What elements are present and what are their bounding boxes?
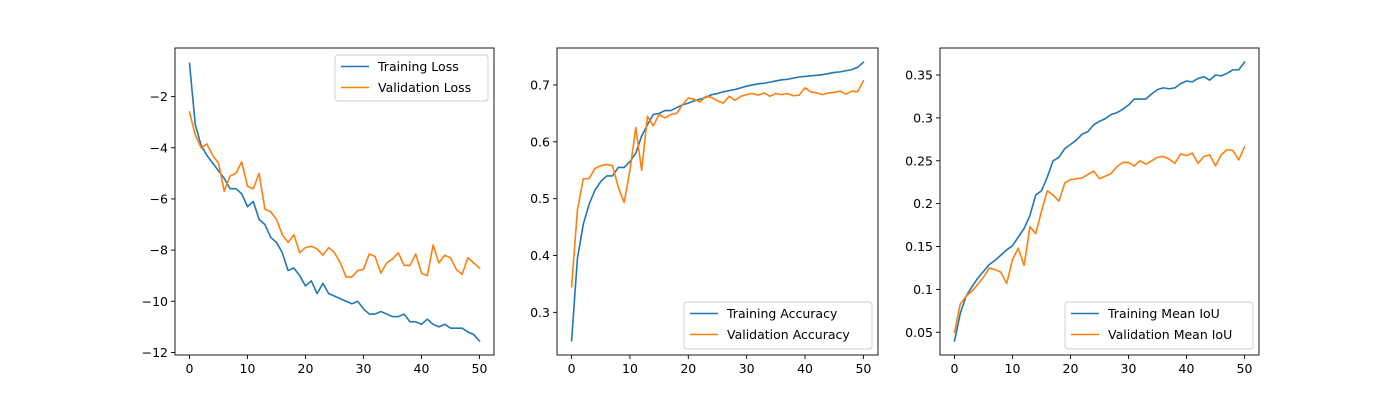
x-tick-label: 20 (1063, 361, 1079, 376)
series-line-1 (953, 61, 1246, 342)
x-tick-label: 50 (472, 361, 488, 376)
y-tick-label: 0.7 (530, 77, 550, 92)
x-tick-label: 30 (739, 361, 755, 376)
x-tick-label: 0 (951, 361, 959, 376)
y-tick-label: 0.35 (905, 68, 933, 83)
series-line-2 (188, 110, 481, 278)
x-tick-label: 10 (622, 361, 638, 376)
x-tick-label: 40 (1179, 361, 1195, 376)
legend: Training Mean IoU Validation Mean IoU (1064, 301, 1254, 350)
y-tick-label: 0.6 (530, 134, 550, 149)
x-tick-label: 30 (356, 361, 372, 376)
legend-label-1: Training Mean IoU (1107, 306, 1220, 321)
legend: Training Loss Validation Loss (334, 54, 489, 102)
y-tick-label: −12 (142, 345, 168, 360)
y-tick-label: −8 (150, 243, 168, 258)
y-tick-label: 0.5 (530, 191, 550, 206)
y-tick-label: 0.25 (905, 153, 933, 168)
legend-box (683, 301, 873, 350)
x-tick-label: 50 (855, 361, 871, 376)
y-tick-label: 0.3 (530, 305, 550, 320)
series-line-2 (953, 145, 1246, 334)
y-tick-label: −6 (150, 191, 168, 206)
y-tick-label: −2 (150, 89, 168, 104)
y-tick-label: 0.05 (905, 325, 933, 340)
x-tick-label: 40 (797, 361, 813, 376)
axes-frame (174, 47, 495, 356)
legend-label-1: Training Accuracy (726, 306, 838, 321)
chart-panel-3: 0 10 20 30 40 50 0.05 0.1 0.15 0.2 0.25 0.3 0.35 Trai… (905, 47, 1260, 376)
x-tick-label: 10 (1005, 361, 1021, 376)
legend-label-2: Validation Loss (378, 80, 471, 95)
x-tick-label: 0 (568, 361, 576, 376)
legend-box (334, 54, 489, 102)
legend: Training Accuracy Validation Accuracy (683, 301, 873, 350)
series-line-1 (188, 62, 481, 343)
x-tick-label: 20 (680, 361, 696, 376)
y-tick-label: 0.4 (530, 248, 550, 263)
axes-frame (939, 47, 1260, 356)
x-tick-label: 30 (1121, 361, 1137, 376)
legend-box (1064, 301, 1254, 350)
legend-label-1: Training Loss (377, 59, 459, 74)
legend-label-2: Validation Accuracy (727, 327, 850, 342)
x-tick-label: 20 (298, 361, 314, 376)
x-tick-label: 10 (240, 361, 256, 376)
y-tick-label: 0.2 (913, 196, 933, 211)
y-tick-label: −4 (150, 140, 168, 155)
chart-panel-2: 0 10 20 30 40 50 0.3 0.4 0.5 0.6 0.7 Training Accur… (530, 47, 879, 376)
axes-frame (556, 47, 879, 356)
series-line-1 (570, 61, 865, 342)
y-tick-label: 0.15 (905, 239, 933, 254)
y-tick-label: −10 (142, 294, 168, 309)
series-line-2 (570, 79, 865, 288)
y-tick-label: 0.1 (913, 282, 933, 297)
chart-panel-1: 0 10 20 30 40 50 −12 −10 −8 −6 −4 −2 Training Loss Va… (142, 47, 495, 376)
legend-label-2: Validation Mean IoU (1108, 327, 1232, 342)
x-tick-label: 50 (1237, 361, 1253, 376)
x-tick-label: 0 (186, 361, 194, 376)
y-tick-label: 0.3 (913, 110, 933, 125)
x-tick-label: 40 (414, 361, 430, 376)
